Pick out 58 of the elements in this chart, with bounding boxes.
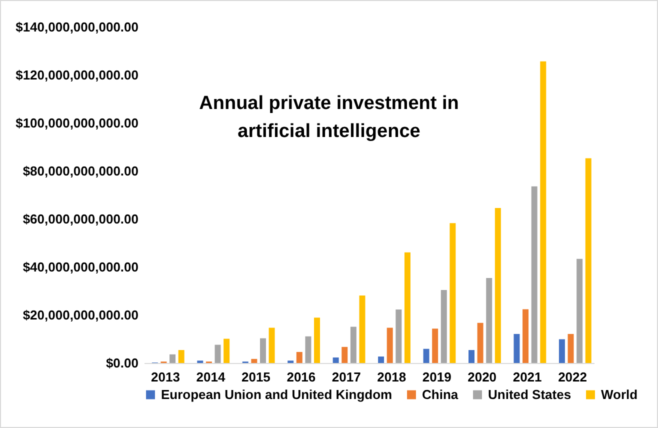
y-tick-label: $100,000,000,000.00 [16,116,138,130]
bar [568,334,574,363]
y-tick-label: $40,000,000,000.00 [22,260,138,274]
x-tick-label: 2014 [196,370,226,384]
y-tick-label: $0.00 [106,356,138,370]
bar [251,358,258,363]
bar [332,357,339,363]
x-tick-label: 2022 [558,370,587,384]
y-tick-label: $120,000,000,000.00 [16,68,138,82]
bar [305,336,312,363]
y-tick-label: $60,000,000,000.00 [22,212,138,226]
legend-label: World [601,386,638,402]
bar [494,208,501,363]
y-tick-label: $20,000,000,000.00 [22,308,138,322]
y-tick-label: $140,000,000,000.00 [16,20,138,34]
bar [468,350,474,363]
x-tick-label: 2021 [512,370,542,384]
bar [558,339,565,363]
y-tick-label: $80,000,000,000.00 [22,164,138,178]
text: Annual private investment in [199,93,459,114]
bar [314,318,320,363]
bar [214,344,221,363]
bar [396,309,402,363]
bar [378,356,384,363]
bar [178,350,184,363]
bar [386,328,393,363]
x-tick-label: 2017 [332,370,361,384]
bar [224,338,230,363]
bar [268,328,275,363]
text: artificial intelligence [238,121,420,142]
bar [531,186,538,363]
x-tick-label: 2016 [286,370,316,384]
x-tick-label: 2013 [151,370,180,384]
bar [522,309,529,363]
bar [404,252,410,363]
bar [296,352,302,363]
bar [477,322,484,363]
legend-label: United States [488,386,572,402]
bar [440,290,447,363]
bar [540,61,546,363]
bar [350,326,356,363]
bar [432,328,438,363]
x-tick-label: 2015 [241,370,270,384]
legend-label: China [422,386,459,402]
legend-label: European Union and United Kingdom [161,386,392,402]
bar [514,334,520,363]
bar [260,338,266,363]
bar [450,223,456,363]
bar [576,258,583,363]
x-tick-label: 2018 [377,370,406,384]
bar [585,158,592,363]
bar [170,354,176,363]
x-tick-label: 2019 [422,370,452,384]
bar [423,348,430,363]
bar [342,346,348,363]
x-tick-label: 2020 [468,370,497,384]
bar [359,296,366,363]
bar [486,278,492,363]
